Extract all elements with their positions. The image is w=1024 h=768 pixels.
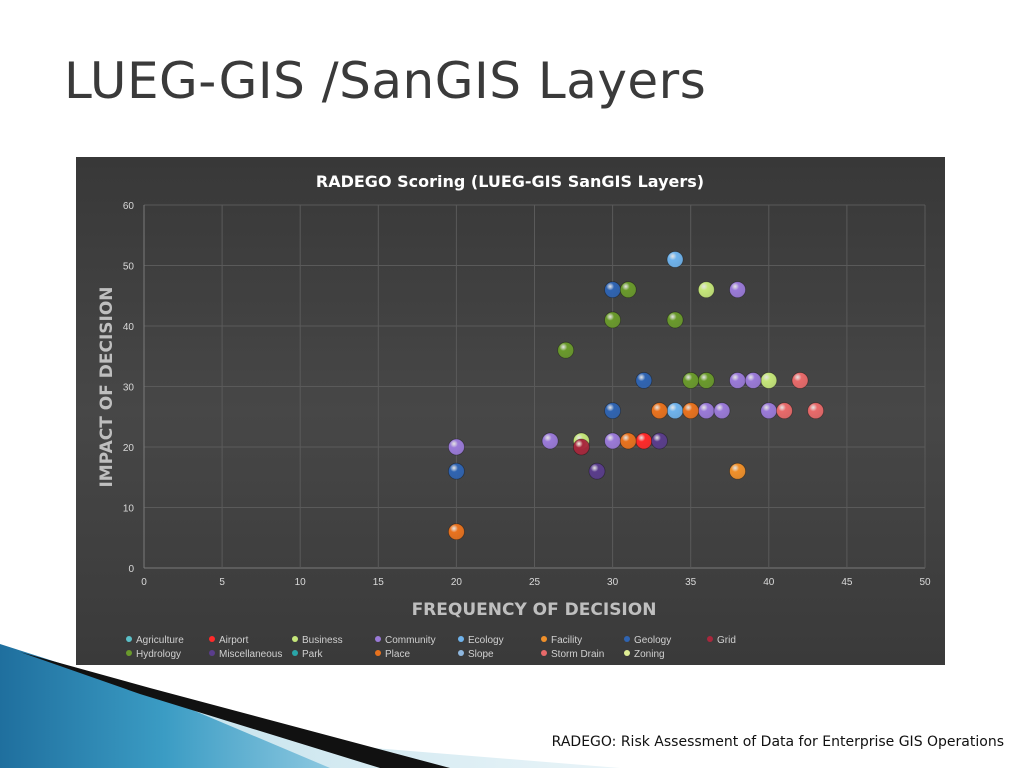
- slide-title: LUEG-GIS /SanGIS Layers: [64, 52, 707, 110]
- legend-label-storm-drain: Storm Drain: [551, 649, 604, 660]
- x-tick-label: 30: [607, 577, 619, 588]
- x-tick-label: 35: [685, 577, 697, 588]
- y-tick-label: 20: [123, 443, 135, 454]
- x-tick-label: 40: [763, 577, 775, 588]
- point-geology: [604, 281, 621, 299]
- point-community: [744, 372, 762, 389]
- point-community: [729, 281, 746, 299]
- legend-marker-grid: [707, 636, 713, 642]
- chart-panel: 0 10 20 30 40 50 60 0 5 10 15 20 25 30 35 40 45 50 RADEGO…: [76, 157, 945, 665]
- legend-marker-business: [292, 636, 298, 642]
- legend-marker-miscellaneous: [209, 650, 215, 656]
- legend-label-community: Community: [385, 635, 436, 646]
- legend-label-grid: Grid: [717, 635, 736, 646]
- data-points: [447, 251, 825, 541]
- legend-marker-park: [292, 650, 298, 656]
- legend-label-park: Park: [302, 649, 324, 660]
- legend-marker-community: [375, 636, 381, 642]
- x-tick-label: 5: [219, 577, 225, 588]
- y-tick-label: 10: [123, 504, 135, 515]
- legend-label-place: Place: [385, 649, 410, 660]
- point-miscellaneous: [651, 432, 668, 450]
- point-ecology: [666, 251, 684, 268]
- y-tick-label: 0: [128, 564, 134, 575]
- legend-marker-geology: [624, 636, 630, 642]
- x-tick-label: 25: [529, 577, 541, 588]
- point-geology: [447, 462, 465, 480]
- y-axis-title: IMPACT OF DECISION: [97, 286, 117, 487]
- legend-marker-agriculture: [126, 636, 132, 642]
- point-ecology: [666, 402, 684, 420]
- point-miscellaneous: [588, 462, 606, 480]
- legend-marker-storm-drain: [541, 650, 547, 656]
- decorative-swoosh: [0, 644, 620, 768]
- y-tick-label: 50: [123, 262, 135, 273]
- chart-background: [76, 157, 945, 665]
- point-place: [651, 402, 668, 420]
- legend: Agriculture Airport Business Community Ecolo…: [126, 635, 736, 660]
- x-tick-label: 10: [295, 577, 307, 588]
- point-community: [447, 438, 465, 456]
- legend-marker-hydrology: [126, 650, 132, 656]
- x-axis-title: FREQUENCY OF DECISION: [412, 600, 657, 620]
- legend-marker-facility: [541, 636, 547, 642]
- x-tick-label: 50: [919, 577, 931, 588]
- legend-label-airport: Airport: [219, 635, 249, 646]
- point-community: [760, 402, 778, 420]
- legend-marker-ecology: [458, 636, 464, 642]
- y-tick-label: 30: [123, 383, 135, 394]
- point-storm-drain: [776, 402, 793, 420]
- legend-label-business: Business: [302, 635, 343, 646]
- legend-label-slope: Slope: [468, 649, 494, 660]
- point-business: [697, 281, 715, 299]
- point-community: [604, 432, 621, 450]
- point-hydrology: [697, 372, 715, 389]
- legend-marker-place: [375, 650, 381, 656]
- footer-note: RADEGO: Risk Assessment of Data for Ente…: [551, 734, 1004, 750]
- point-community: [729, 372, 746, 389]
- legend-label-agriculture: Agriculture: [136, 635, 184, 646]
- point-hydrology: [604, 311, 621, 329]
- point-storm-drain: [791, 372, 809, 389]
- point-community: [541, 432, 559, 450]
- x-tick-label: 20: [451, 577, 463, 588]
- x-tick-label: 15: [373, 577, 385, 588]
- legend-label-facility: Facility: [551, 635, 582, 646]
- legend-marker-zoning: [624, 650, 630, 656]
- point-hydrology: [557, 341, 575, 359]
- y-tick-label: 60: [123, 201, 135, 212]
- point-place: [447, 523, 465, 541]
- legend-label-geology: Geology: [634, 635, 671, 646]
- point-hydrology: [682, 372, 700, 389]
- x-tick-label: 0: [141, 577, 147, 588]
- legend-marker-slope: [458, 650, 464, 656]
- point-place: [682, 402, 700, 420]
- point-business: [760, 372, 778, 389]
- point-place: [619, 432, 637, 450]
- point-geology: [604, 402, 621, 420]
- point-geology: [635, 372, 653, 389]
- point-hydrology: [619, 281, 637, 299]
- tick-labels: 0 10 20 30 40 50 60 0 5 10 15 20 25 30 35 40 45 50: [123, 201, 931, 588]
- point-facility: [729, 462, 746, 480]
- point-community: [713, 402, 731, 420]
- legend-label-miscellaneous: Miscellaneous: [219, 649, 282, 660]
- chart-title: RADEGO Scoring (LUEG-GIS SanGIS Layers): [316, 172, 704, 191]
- point-hydrology: [666, 311, 684, 329]
- legend-marker-airport: [209, 636, 215, 642]
- point-grid: [572, 438, 590, 456]
- legend-label-hydrology: Hydrology: [136, 649, 181, 660]
- legend-label-zoning: Zoning: [634, 649, 665, 660]
- legend-label-ecology: Ecology: [468, 635, 504, 646]
- x-tick-label: 45: [841, 577, 853, 588]
- point-airport: [635, 432, 653, 450]
- point-community: [697, 402, 715, 420]
- scatter-chart: 0 10 20 30 40 50 60 0 5 10 15 20 25 30 35 40 45 50 RADEGO…: [76, 157, 945, 665]
- point-storm-drain: [807, 402, 825, 420]
- y-tick-label: 40: [123, 322, 135, 333]
